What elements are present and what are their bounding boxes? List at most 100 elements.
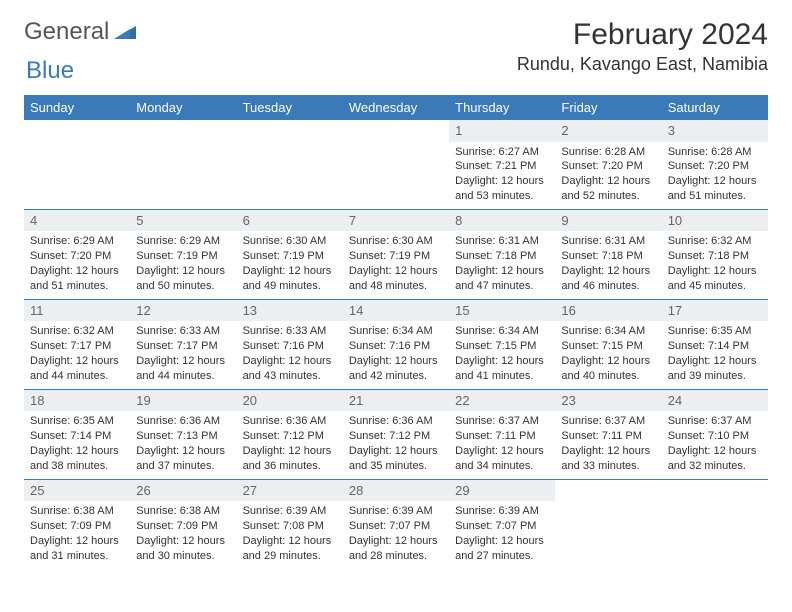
day-number: 3 — [662, 120, 768, 142]
sunrise-text: Sunrise: 6:33 AM — [136, 324, 230, 339]
day-body: Sunrise: 6:37 AMSunset: 7:10 PMDaylight:… — [662, 411, 768, 478]
day-number: 17 — [662, 300, 768, 322]
day-body: Sunrise: 6:37 AMSunset: 7:11 PMDaylight:… — [555, 411, 661, 478]
sunrise-text: Sunrise: 6:32 AM — [30, 324, 124, 339]
day-body: Sunrise: 6:30 AMSunset: 7:19 PMDaylight:… — [237, 231, 343, 298]
sunset-text: Sunset: 7:20 PM — [30, 249, 124, 264]
sunrise-text: Sunrise: 6:28 AM — [561, 145, 655, 160]
daylight-text: Daylight: 12 hours and 51 minutes. — [668, 174, 762, 204]
day-cell: 12Sunrise: 6:33 AMSunset: 7:17 PMDayligh… — [130, 300, 236, 389]
day-cell: 18Sunrise: 6:35 AMSunset: 7:14 PMDayligh… — [24, 390, 130, 479]
day-cell: 6Sunrise: 6:30 AMSunset: 7:19 PMDaylight… — [237, 210, 343, 299]
sunrise-text: Sunrise: 6:35 AM — [668, 324, 762, 339]
day-body: Sunrise: 6:29 AMSunset: 7:20 PMDaylight:… — [24, 231, 130, 298]
sunrise-text: Sunrise: 6:39 AM — [455, 504, 549, 519]
day-body: Sunrise: 6:31 AMSunset: 7:18 PMDaylight:… — [449, 231, 555, 298]
sunrise-text: Sunrise: 6:38 AM — [136, 504, 230, 519]
daylight-text: Daylight: 12 hours and 53 minutes. — [455, 174, 549, 204]
sunrise-text: Sunrise: 6:36 AM — [349, 414, 443, 429]
day-number: 28 — [343, 480, 449, 502]
sunrise-text: Sunrise: 6:29 AM — [136, 234, 230, 249]
day-body: Sunrise: 6:34 AMSunset: 7:15 PMDaylight:… — [449, 321, 555, 388]
sunrise-text: Sunrise: 6:36 AM — [136, 414, 230, 429]
sunset-text: Sunset: 7:15 PM — [561, 339, 655, 354]
day-number: 10 — [662, 210, 768, 232]
day-number: 27 — [237, 480, 343, 502]
logo-text-gray: General — [24, 18, 109, 46]
day-header: Sunday — [24, 95, 130, 120]
day-body: Sunrise: 6:34 AMSunset: 7:16 PMDaylight:… — [343, 321, 449, 388]
day-body: Sunrise: 6:28 AMSunset: 7:20 PMDaylight:… — [555, 142, 661, 209]
day-number: 29 — [449, 480, 555, 502]
sunset-text: Sunset: 7:11 PM — [455, 429, 549, 444]
sunrise-text: Sunrise: 6:35 AM — [30, 414, 124, 429]
daylight-text: Daylight: 12 hours and 44 minutes. — [30, 354, 124, 384]
day-number: 19 — [130, 390, 236, 412]
day-number: 20 — [237, 390, 343, 412]
day-cell: 20Sunrise: 6:36 AMSunset: 7:12 PMDayligh… — [237, 390, 343, 479]
sunrise-text: Sunrise: 6:31 AM — [455, 234, 549, 249]
sunrise-text: Sunrise: 6:30 AM — [243, 234, 337, 249]
week-row: 18Sunrise: 6:35 AMSunset: 7:14 PMDayligh… — [24, 390, 768, 480]
sunset-text: Sunset: 7:17 PM — [136, 339, 230, 354]
daylight-text: Daylight: 12 hours and 51 minutes. — [30, 264, 124, 294]
day-number: 14 — [343, 300, 449, 322]
day-body: Sunrise: 6:36 AMSunset: 7:12 PMDaylight:… — [343, 411, 449, 478]
sunset-text: Sunset: 7:14 PM — [668, 339, 762, 354]
sunset-text: Sunset: 7:12 PM — [243, 429, 337, 444]
sunrise-text: Sunrise: 6:34 AM — [561, 324, 655, 339]
day-header: Friday — [555, 95, 661, 120]
sunset-text: Sunset: 7:16 PM — [243, 339, 337, 354]
week-row: 11Sunrise: 6:32 AMSunset: 7:17 PMDayligh… — [24, 300, 768, 390]
daylight-text: Daylight: 12 hours and 32 minutes. — [668, 444, 762, 474]
sunset-text: Sunset: 7:18 PM — [561, 249, 655, 264]
sunrise-text: Sunrise: 6:37 AM — [561, 414, 655, 429]
day-cell: 24Sunrise: 6:37 AMSunset: 7:10 PMDayligh… — [662, 390, 768, 479]
day-cell: 29Sunrise: 6:39 AMSunset: 7:07 PMDayligh… — [449, 480, 555, 569]
day-number: 1 — [449, 120, 555, 142]
day-number: 13 — [237, 300, 343, 322]
sunrise-text: Sunrise: 6:36 AM — [243, 414, 337, 429]
calendar-grid: SundayMondayTuesdayWednesdayThursdayFrid… — [24, 95, 768, 569]
day-body: Sunrise: 6:39 AMSunset: 7:07 PMDaylight:… — [343, 501, 449, 568]
sunrise-text: Sunrise: 6:37 AM — [455, 414, 549, 429]
daylight-text: Daylight: 12 hours and 30 minutes. — [136, 534, 230, 564]
sunset-text: Sunset: 7:18 PM — [668, 249, 762, 264]
day-cell: 21Sunrise: 6:36 AMSunset: 7:12 PMDayligh… — [343, 390, 449, 479]
day-cell: 7Sunrise: 6:30 AMSunset: 7:19 PMDaylight… — [343, 210, 449, 299]
sunrise-text: Sunrise: 6:37 AM — [668, 414, 762, 429]
sunrise-text: Sunrise: 6:38 AM — [30, 504, 124, 519]
sunset-text: Sunset: 7:07 PM — [349, 519, 443, 534]
daylight-text: Daylight: 12 hours and 46 minutes. — [561, 264, 655, 294]
day-number: 16 — [555, 300, 661, 322]
day-number: 9 — [555, 210, 661, 232]
day-body: Sunrise: 6:28 AMSunset: 7:20 PMDaylight:… — [662, 142, 768, 209]
day-cell: 1Sunrise: 6:27 AMSunset: 7:21 PMDaylight… — [449, 120, 555, 209]
day-cell: 14Sunrise: 6:34 AMSunset: 7:16 PMDayligh… — [343, 300, 449, 389]
day-cell — [343, 120, 449, 209]
day-body: Sunrise: 6:39 AMSunset: 7:07 PMDaylight:… — [449, 501, 555, 568]
day-header-row: SundayMondayTuesdayWednesdayThursdayFrid… — [24, 95, 768, 120]
daylight-text: Daylight: 12 hours and 38 minutes. — [30, 444, 124, 474]
daylight-text: Daylight: 12 hours and 43 minutes. — [243, 354, 337, 384]
sunset-text: Sunset: 7:20 PM — [561, 159, 655, 174]
day-cell: 10Sunrise: 6:32 AMSunset: 7:18 PMDayligh… — [662, 210, 768, 299]
day-number: 22 — [449, 390, 555, 412]
day-cell: 4Sunrise: 6:29 AMSunset: 7:20 PMDaylight… — [24, 210, 130, 299]
day-cell — [24, 120, 130, 209]
daylight-text: Daylight: 12 hours and 47 minutes. — [455, 264, 549, 294]
day-cell: 5Sunrise: 6:29 AMSunset: 7:19 PMDaylight… — [130, 210, 236, 299]
daylight-text: Daylight: 12 hours and 50 minutes. — [136, 264, 230, 294]
day-body: Sunrise: 6:32 AMSunset: 7:17 PMDaylight:… — [24, 321, 130, 388]
day-number: 23 — [555, 390, 661, 412]
day-body: Sunrise: 6:29 AMSunset: 7:19 PMDaylight:… — [130, 231, 236, 298]
daylight-text: Daylight: 12 hours and 39 minutes. — [668, 354, 762, 384]
day-number: 8 — [449, 210, 555, 232]
daylight-text: Daylight: 12 hours and 35 minutes. — [349, 444, 443, 474]
day-cell: 15Sunrise: 6:34 AMSunset: 7:15 PMDayligh… — [449, 300, 555, 389]
sunset-text: Sunset: 7:08 PM — [243, 519, 337, 534]
sunrise-text: Sunrise: 6:28 AM — [668, 145, 762, 160]
sunset-text: Sunset: 7:13 PM — [136, 429, 230, 444]
day-cell: 22Sunrise: 6:37 AMSunset: 7:11 PMDayligh… — [449, 390, 555, 479]
sunset-text: Sunset: 7:10 PM — [668, 429, 762, 444]
